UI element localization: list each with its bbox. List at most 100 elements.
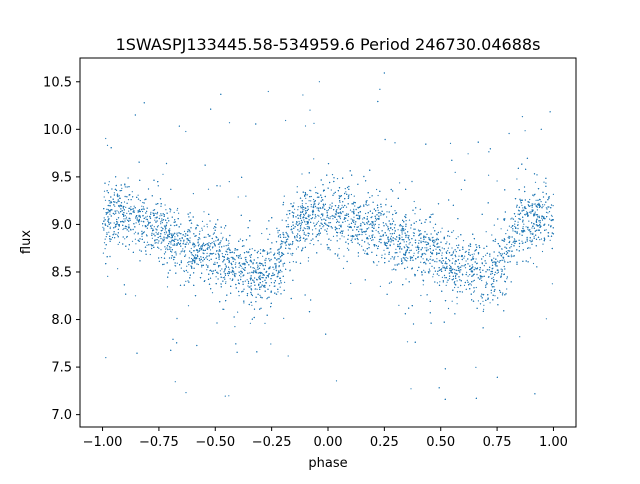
data-point [313,198,315,201]
data-point [377,209,379,211]
data-point [250,285,252,287]
data-point [139,200,141,202]
data-point [255,288,257,290]
data-point [179,253,181,255]
data-point [390,235,392,237]
data-point [446,267,448,269]
data-point [394,229,396,232]
data-point [445,267,447,269]
data-point [225,265,227,267]
data-point [259,249,262,251]
data-point [256,288,258,290]
data-point [113,192,115,194]
data-point [270,251,272,253]
data-point [403,246,405,248]
data-point [106,144,109,146]
data-point [491,234,493,236]
data-point [455,251,457,253]
data-point [551,215,553,217]
data-point [430,214,432,216]
data-point [398,304,400,306]
data-point [163,225,165,227]
data-point [307,260,309,262]
data-point [361,230,363,232]
data-point [475,366,477,368]
data-point [376,264,378,266]
data-point [305,202,307,205]
data-point [185,392,187,394]
data-point [540,201,542,203]
data-point [317,203,319,205]
data-point [219,270,221,272]
data-point [284,281,286,283]
data-point [277,258,279,260]
data-point [298,230,300,232]
data-point [376,188,378,191]
data-point [455,256,457,258]
data-point [290,225,293,228]
data-point [509,240,511,242]
data-point [390,258,392,260]
data-point [313,244,315,246]
data-point [406,250,408,252]
data-point [158,232,160,234]
data-point [357,255,359,257]
data-point [118,211,120,213]
data-point [350,193,352,196]
data-point [517,213,519,215]
data-point [429,245,431,247]
data-point [518,242,521,244]
data-point [378,217,380,219]
data-point [395,248,397,250]
data-point [265,259,267,261]
data-point [182,248,184,250]
data-point [160,223,162,225]
data-point [471,253,473,256]
data-point [545,207,548,209]
data-point [108,231,110,233]
data-point [201,220,204,222]
data-point [122,228,124,231]
data-point [549,239,551,241]
data-point [466,279,468,281]
data-point [368,204,370,206]
data-point [211,242,213,244]
data-point [472,255,474,257]
data-point [294,208,296,210]
data-point [523,223,525,225]
data-point [353,216,355,218]
data-point [525,226,527,228]
data-point [187,271,189,273]
data-point [152,209,154,211]
data-point [424,247,426,249]
data-point [288,244,290,246]
data-point [536,224,538,226]
data-point [532,232,534,234]
data-point [303,209,305,211]
data-point [467,153,469,155]
data-point [338,257,340,259]
data-point [227,274,229,277]
data-point [162,228,164,230]
data-point [391,269,393,271]
data-point [420,240,422,242]
data-point [228,240,230,242]
data-point [533,235,535,237]
data-point [124,186,126,188]
data-point [341,204,343,206]
data-point [274,257,276,259]
data-point [215,240,217,242]
data-point [225,253,227,256]
data-point [473,279,475,281]
data-point [315,228,317,230]
data-point [458,262,461,264]
data-point [454,286,456,289]
data-point [541,217,543,219]
data-point [482,276,484,278]
data-point [432,273,435,275]
data-point [501,248,503,250]
data-point [336,178,339,180]
data-point [483,304,485,306]
data-point [183,230,186,232]
